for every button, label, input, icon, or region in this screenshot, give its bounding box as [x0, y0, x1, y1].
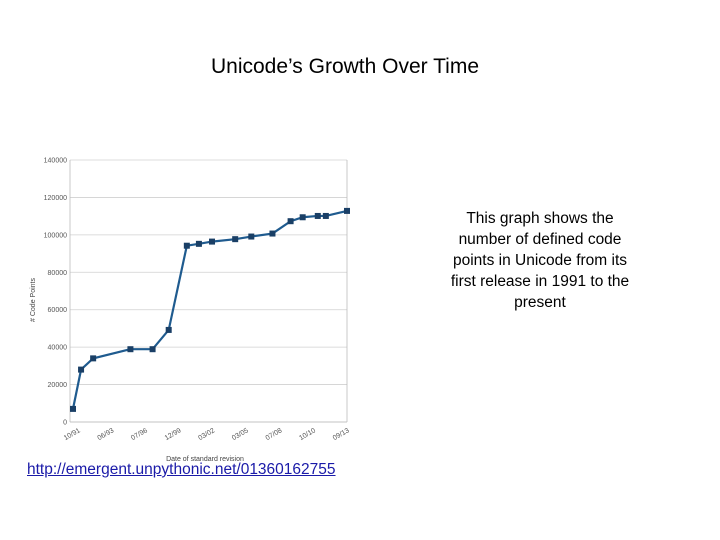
series-markers	[70, 207, 350, 412]
x-tick-label: 09/13	[332, 427, 351, 442]
x-tick-labels: 10/91 06/93 07/96 12/99 03/02 03/05 07/08 10/10…	[63, 427, 351, 442]
y-tick-label: 120000	[44, 195, 67, 202]
y-tick-labels: 0 20000 40000 60000 80000 100000 120000 140000	[44, 158, 67, 427]
data-point	[70, 405, 76, 412]
chart-grid	[70, 159, 347, 423]
x-tick-label: 03/02	[197, 427, 216, 442]
data-point	[248, 233, 255, 240]
y-tick-label: 20000	[48, 382, 68, 389]
slide-title: Unicode’s Growth Over Time	[210, 55, 480, 78]
x-tick-label: 07/08	[265, 427, 284, 442]
source-link[interactable]: http://emergent.unpythonic.net/013601627…	[27, 461, 336, 478]
x-tick-label: 10/10	[298, 427, 317, 442]
y-tick-label: 60000	[48, 307, 68, 314]
data-point	[90, 355, 97, 362]
data-point	[195, 240, 202, 247]
x-tick-label: 06/93	[97, 427, 116, 442]
chart-caption: This graph shows the number of defined c…	[450, 210, 630, 311]
chart-svg: 020000400006000080000100000120000140000 …	[30, 158, 351, 464]
line-chart: 0 20000 40000 60000 80000 100000 120000 140000 …	[25, 150, 360, 465]
data-point	[149, 346, 156, 353]
data-point	[78, 366, 85, 373]
y-tick-label: 100000	[44, 232, 67, 239]
data-point	[287, 218, 294, 225]
x-tick-label: 03/05	[231, 427, 250, 442]
data-point	[322, 212, 329, 219]
data-point	[344, 207, 350, 214]
x-axis-label: Date of standard revision	[166, 456, 244, 463]
data-point	[165, 326, 172, 333]
data-point	[209, 238, 216, 245]
data-point	[183, 242, 190, 249]
y-axis-label: # Code Points	[30, 278, 37, 322]
data-point	[299, 214, 306, 221]
y-tick-label: 0	[63, 420, 67, 427]
data-point	[269, 230, 276, 237]
chart-axes	[69, 160, 348, 423]
y-tick-label: 80000	[48, 270, 68, 277]
data-point	[232, 236, 239, 243]
data-point	[314, 212, 321, 219]
y-tick-label: 140000	[44, 158, 67, 165]
x-tick-label: 07/96	[130, 427, 149, 442]
x-tick-label: 12/99	[164, 427, 183, 442]
y-tick-label: 40000	[48, 345, 68, 352]
x-tick-label: 10/91	[63, 427, 82, 442]
data-point	[127, 346, 134, 353]
